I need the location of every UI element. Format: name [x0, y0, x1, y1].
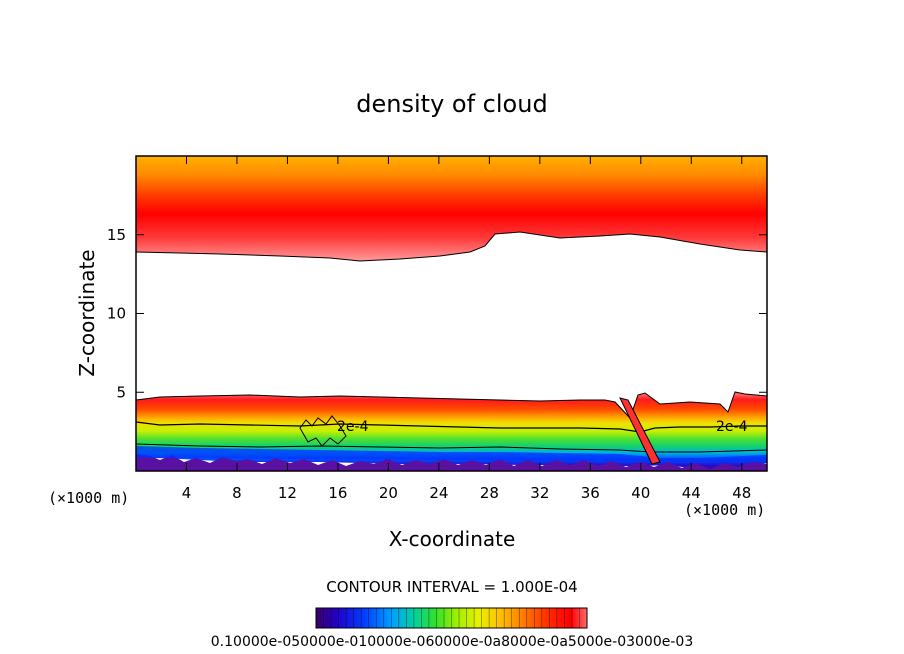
x-tick-label: 16	[328, 484, 347, 502]
y-tick-label: 15	[107, 226, 126, 244]
lower-cloud-ragged-base	[136, 454, 767, 471]
x-axis-title: X-coordinate	[389, 527, 516, 551]
x-tick-label: 44	[682, 484, 701, 502]
y-axis-title: Z-coordinate	[75, 249, 99, 376]
y-tick-label: 5	[116, 383, 126, 401]
x-tick-label: 36	[581, 484, 600, 502]
x-tick-label: 8	[232, 484, 242, 502]
x-tick-label: 40	[631, 484, 650, 502]
x-tick-label: 28	[480, 484, 499, 502]
x-tick-label: 20	[379, 484, 398, 502]
chart-title: density of cloud	[356, 90, 547, 118]
contour-label-left: 2e-4	[337, 419, 369, 435]
colorbar-ticks	[323, 608, 580, 628]
x-tick-label: 12	[278, 484, 297, 502]
colorbar-tick-labels: 0.10000e-050000e-010000e-060000e-0a8000e…	[211, 634, 693, 650]
contour-lower-base	[136, 443, 767, 453]
contour-upper-edge	[136, 391, 767, 419]
x-tick-label: 4	[182, 484, 192, 502]
x-axis-unit-left: (×1000 m)	[48, 489, 129, 507]
x-tick-label: 24	[429, 484, 448, 502]
contour-interval-text: CONTOUR INTERVAL = 1.000E-04	[326, 578, 577, 596]
y-tick-label: 10	[107, 305, 126, 323]
upper-cloud-layer	[136, 156, 767, 261]
x-axis-unit-right: (×1000 m)	[684, 501, 765, 519]
contour-2e-4	[136, 421, 767, 433]
upper-cloud-base-contour	[136, 231, 767, 262]
speckle-region	[299, 415, 347, 447]
x-tick-label: 32	[530, 484, 549, 502]
x-axis-ticks: 4 8 12 16 20 24 28 32 36 40 44 48	[182, 156, 751, 502]
y-axis-ticks: 5 10 15	[107, 226, 767, 401]
diagonal-streak	[619, 397, 661, 465]
contour-label-right: 2e-4	[716, 419, 748, 435]
lower-cloud-blue-band	[136, 446, 767, 462]
plot-field	[136, 156, 767, 471]
x-tick-label: 48	[732, 484, 751, 502]
